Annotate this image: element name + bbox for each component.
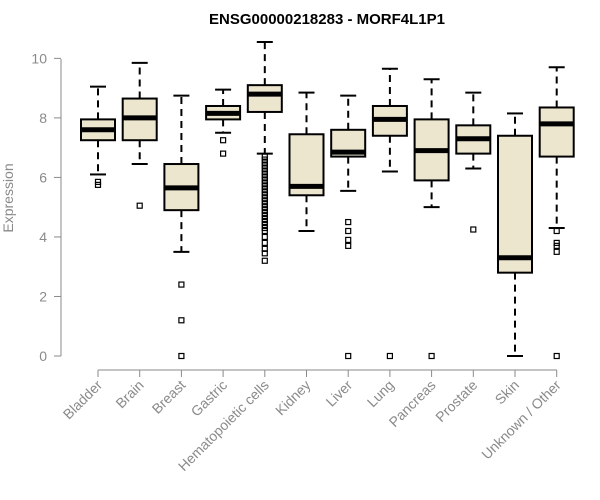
box-breast: [163, 94, 200, 360]
y-tick-label: 0: [39, 348, 47, 364]
iqr-box: [246, 84, 283, 113]
x-tick-label: Unknown / Other: [478, 377, 564, 463]
y-tick-label: 10: [31, 50, 47, 66]
outlier-point: [553, 352, 560, 360]
x-tick-label: Brain: [112, 377, 146, 411]
outlier-point: [386, 352, 393, 360]
x-tick-label: Breast: [149, 377, 189, 417]
box-liver: [330, 94, 367, 360]
outlier-point: [261, 250, 268, 257]
outlier-point: [345, 227, 352, 235]
x-tick-label: Skin: [492, 377, 523, 408]
outlier-point: [345, 352, 352, 360]
outlier-point: [261, 239, 268, 247]
outlier-point: [345, 242, 352, 249]
outlier-point: [428, 352, 435, 360]
box-brain: [121, 61, 158, 209]
outlier-point: [261, 233, 268, 241]
boxes-group: [80, 41, 575, 360]
y-tick-label: 6: [39, 169, 47, 185]
outlier-point: [553, 242, 560, 249]
outlier-point: [553, 248, 560, 255]
y-tick-label: 8: [39, 110, 47, 126]
box-lung: [371, 67, 408, 360]
x-tick-label: Prostate: [432, 377, 480, 425]
box-hematopoietic-cells: [246, 41, 283, 264]
y-tick-label: 2: [39, 288, 47, 304]
outlier-point: [553, 227, 560, 235]
y-ticks: 0 2 4 6 8 10: [31, 50, 61, 364]
outlier-point: [345, 218, 352, 226]
box-gastric: [205, 88, 242, 157]
outlier-point: [220, 137, 227, 144]
outlier-point: [178, 352, 185, 360]
outlier-point: [261, 257, 268, 264]
outlier-point: [470, 226, 477, 233]
x-tick-label: Liver: [323, 377, 356, 410]
y-axis-label: Expression: [0, 163, 16, 232]
iqr-box: [497, 134, 533, 274]
iqr-box: [538, 106, 575, 158]
x-tick-label: Kidney: [272, 377, 314, 419]
x-tick-label: Bladder: [60, 377, 106, 423]
box-prostate: [455, 91, 492, 233]
box-unknown-other: [538, 66, 575, 360]
outlier-point: [345, 236, 352, 244]
outlier-point: [178, 281, 185, 288]
y-tick-label: 4: [39, 229, 47, 245]
box-bladder: [80, 85, 116, 188]
chart-title: ENSG00000218283 - MORF4L1P1: [209, 11, 445, 28]
box-kidney: [288, 91, 325, 232]
outlier-point: [136, 202, 143, 209]
outlier-point: [94, 178, 102, 185]
outlier-point: [261, 227, 268, 235]
box-pancreas: [413, 78, 450, 360]
box-skin: [497, 112, 533, 357]
outlier-point: [178, 317, 185, 324]
outlier-point: [220, 150, 227, 157]
x-tick-label: Lung: [364, 377, 397, 410]
